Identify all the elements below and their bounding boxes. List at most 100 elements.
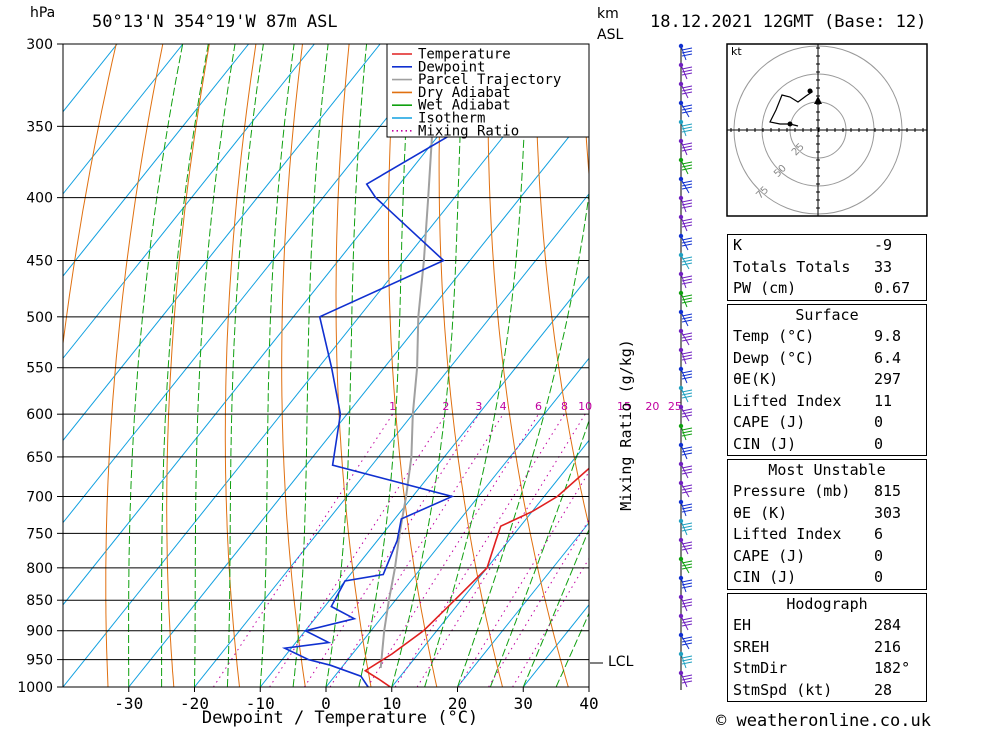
wind-barb-feather [681,376,693,380]
mixing-ratio-line [512,557,589,687]
wind-barb [680,634,690,650]
wind-barb-feather [681,47,693,51]
storm-motion-marker [814,96,822,104]
mixing-ratio-label: 2 [442,400,449,413]
row-value: -9 [874,236,893,254]
legend-label: Wet Adiabat [418,98,511,114]
table-row: Totals Totals 33 [728,257,926,279]
wind-barb-feather [681,256,693,260]
wind-barb-feather [681,582,693,586]
asl-unit-label: ASL [597,27,624,43]
wind-barb-feather [681,354,693,358]
wind-barb-feather [681,433,693,437]
wind-barb-feather [681,224,693,228]
pressure-tick-label: 850 [26,593,53,609]
wind-barb-feather [681,680,693,684]
wind-barb-feather [681,313,693,317]
wind-barb-feather [681,148,693,152]
wind-barb-feather [681,528,693,532]
table-row: Dewp (°C) 6.4 [728,348,926,370]
wind-barb-feather [681,145,693,149]
wind-barb-feather [681,69,693,73]
wind-barb-feather [681,579,693,583]
wind-barb-feather [681,617,693,621]
wind-barb [680,178,690,194]
pressure-tick-label: 500 [26,310,53,326]
wet-adiabat-line [325,44,368,687]
wind-barb-feather [681,471,693,475]
wind-barb-feather [681,104,693,108]
wind-barb-feather [681,186,693,190]
wind-barb-feather [681,430,693,434]
row-label: Pressure (mb) [733,482,851,500]
table-row: StmSpd (kt) 28 [728,680,926,702]
row-value: 33 [874,257,893,276]
temperature-tick-label: 0 [321,694,331,713]
temperature-tick-label: 20 [448,694,467,713]
parcel-trajectory-line [379,44,447,669]
row-label: CAPE (J) [733,413,806,431]
wind-barb-feather [681,674,693,678]
wind-barb-feather [681,167,693,171]
wind-barb-feather [681,509,693,513]
wind-barb-feather [681,446,693,450]
mixing-ratio-line [269,413,447,687]
mixing-ratio-line [303,413,480,687]
isotherm-line [63,44,381,442]
wind-barb-feather [681,183,693,187]
wind-barb-feather [681,449,693,453]
isotherm-line [194,193,589,687]
lcl-label: LCL [608,654,634,670]
legend-label: Dry Adiabat [418,85,511,101]
mixing-ratio-label: 20 [645,400,659,413]
indices-table: K -9 Totals Totals 33 PW (cm) 0.67 [727,234,927,301]
row-value: 0 [874,546,884,565]
wet-adiabat-line [161,44,209,687]
wind-barb-feather [681,123,693,127]
row-label: PW (cm) [733,279,797,297]
wind-barb-feather [681,452,693,456]
wind-barb-feather [681,677,693,681]
dry-adiabat-line [955,44,1000,687]
wind-barb-feather [681,357,693,361]
hodo-surface-point [787,121,793,127]
copyright-link[interactable]: © weatheronline.co.uk [716,711,931,731]
isotherm-line [391,439,589,687]
most-unstable-title: Most Unstable [768,461,886,479]
wind-barb-feather [681,642,693,646]
table-row: PW (cm) 0.67 [728,278,926,300]
wind-barb-feather [681,620,693,624]
isotherm-line [63,44,184,195]
isotherm-line [63,44,250,277]
wind-barb-column [590,43,693,690]
wet-adiabat-line [128,44,184,687]
wind-barb-feather [681,262,693,266]
wind-barb-feather [681,199,693,203]
wind-barb-feather [681,218,693,222]
x-axis-title: Dewpoint / Temperature (°C) [201,708,479,728]
wind-barb-feather [681,278,693,282]
pressure-tick-label: 950 [26,653,53,669]
table-row: StmDir 182° [728,658,926,680]
temperature-profile-line [363,467,589,687]
table-row: CAPE (J) 0 [728,546,926,568]
wind-barb-feather [681,221,693,225]
wind-barb-feather [681,243,693,247]
isotherm-line [63,44,315,360]
pressure-tick-label: 400 [26,191,53,207]
pressure-tick-label: 350 [26,119,53,135]
wind-barb-feather [681,490,693,494]
wind-barb [680,330,690,346]
mixing-ratio-label: 25 [668,400,682,413]
surface-title: Surface [795,306,859,324]
wind-barb-feather [681,395,693,399]
wind-barb-feather [681,88,693,92]
isotherm-line [457,521,589,687]
mixing-ratio-line [329,413,504,687]
hodograph-trace [769,89,814,127]
row-value: 815 [874,482,902,500]
table-row: Pressure (mb) 815 [728,481,926,503]
dry-adiabat-line [166,44,210,687]
table-row: SREH 216 [728,637,926,659]
